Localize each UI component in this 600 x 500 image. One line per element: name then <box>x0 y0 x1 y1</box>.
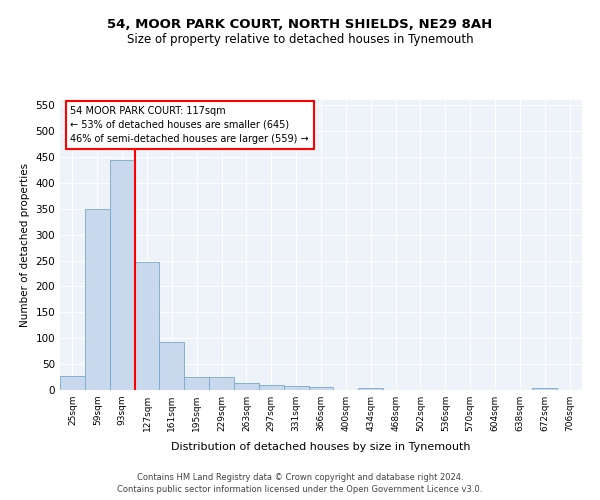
Bar <box>259 385 284 390</box>
Bar <box>184 377 209 390</box>
Bar <box>85 209 110 390</box>
Bar <box>134 262 160 390</box>
Bar <box>284 386 308 390</box>
Bar <box>532 388 557 390</box>
Bar <box>209 377 234 390</box>
Text: Distribution of detached houses by size in Tynemouth: Distribution of detached houses by size … <box>171 442 471 452</box>
Text: 54 MOOR PARK COURT: 117sqm
← 53% of detached houses are smaller (645)
46% of sem: 54 MOOR PARK COURT: 117sqm ← 53% of deta… <box>70 106 309 144</box>
Y-axis label: Number of detached properties: Number of detached properties <box>20 163 30 327</box>
Bar <box>308 388 334 390</box>
Bar <box>358 388 383 390</box>
Bar <box>60 376 85 390</box>
Text: Size of property relative to detached houses in Tynemouth: Size of property relative to detached ho… <box>127 32 473 46</box>
Text: Contains HM Land Registry data © Crown copyright and database right 2024.: Contains HM Land Registry data © Crown c… <box>137 472 463 482</box>
Text: Contains public sector information licensed under the Open Government Licence v3: Contains public sector information licen… <box>118 485 482 494</box>
Bar <box>110 160 134 390</box>
Text: 54, MOOR PARK COURT, NORTH SHIELDS, NE29 8AH: 54, MOOR PARK COURT, NORTH SHIELDS, NE29… <box>107 18 493 30</box>
Bar <box>160 342 184 390</box>
Bar <box>234 384 259 390</box>
